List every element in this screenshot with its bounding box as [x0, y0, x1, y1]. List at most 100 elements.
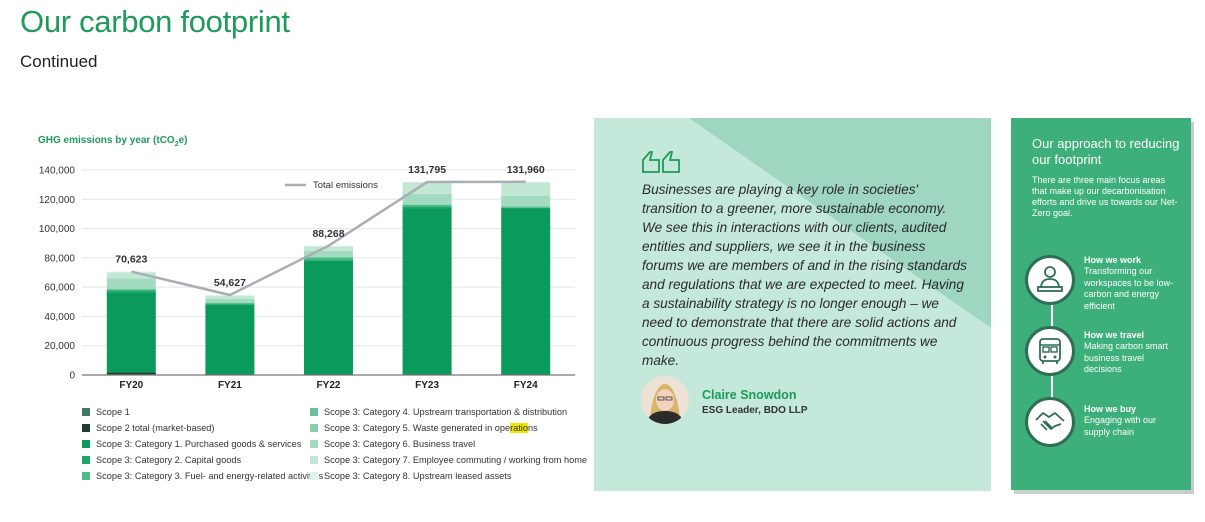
quote-marks-icon — [642, 151, 680, 173]
bar-segment — [205, 295, 255, 299]
legend-label: Scope 1 — [96, 407, 130, 417]
legend-swatch — [310, 440, 318, 448]
bar-segment — [106, 278, 156, 289]
total-data-label: 70,623 — [115, 254, 147, 266]
approach-description: There are three main focus areas that ma… — [1032, 175, 1178, 218]
quote-panel: Businesses are playing a key role in soc… — [594, 118, 991, 491]
bar-segment — [402, 182, 452, 194]
bar-segment — [106, 272, 156, 279]
legend-item-cat-8: Scope 3: Category 8. Upstream leased ass… — [310, 468, 587, 484]
y-tick-label: 80,000 — [44, 253, 75, 264]
legend-label: Scope 3: Category 2. Capital goods — [96, 455, 242, 465]
bar-segment — [304, 257, 353, 260]
bar-segment — [304, 250, 353, 257]
bar-segment — [205, 303, 255, 305]
legend-swatch — [310, 424, 318, 432]
person-role: ESG Leader, BDO LLP — [702, 405, 808, 416]
bar-segment — [304, 246, 353, 251]
legend-item-cat-2: Scope 3: Category 2. Capital goods — [82, 452, 323, 468]
x-tick-label: FY22 — [317, 380, 341, 391]
legend-label: Scope 3: Category 5. Waste generated in … — [324, 423, 538, 433]
focus-title-work: How we work — [1084, 255, 1142, 265]
bar-segment — [106, 290, 156, 293]
bar-segment — [304, 259, 353, 261]
focus-desc-work: Transforming our workspaces to be low-ca… — [1084, 266, 1174, 311]
total-data-label: 54,627 — [214, 277, 246, 289]
legend-swatch — [82, 424, 90, 432]
total-emissions-line — [131, 180, 526, 297]
page-subtitle: Continued — [20, 52, 98, 71]
legend-item-cat-7: Scope 3: Category 7. Employee commuting … — [310, 452, 587, 468]
y-tick-label: 100,000 — [39, 224, 76, 235]
x-tick-label: FY23 — [415, 380, 439, 391]
how-we-work-badge — [1025, 255, 1075, 305]
bar-segment — [501, 206, 551, 208]
bar-segment — [402, 206, 452, 209]
how-we-travel-badge — [1025, 326, 1075, 376]
y-tick-label: 20,000 — [44, 341, 75, 352]
bar-segment — [501, 208, 551, 375]
y-tick-label: 140,000 — [39, 166, 76, 177]
legend-label: Scope 3: Category 1. Purchased goods & s… — [96, 439, 302, 449]
x-tick-label: FY21 — [218, 380, 242, 391]
bar-segment — [205, 304, 255, 375]
bar-segment — [205, 302, 255, 304]
bus-icon — [1039, 338, 1061, 364]
person-at-desk-icon — [1037, 266, 1063, 292]
quote-text: Businesses are playing a key role in soc… — [642, 182, 967, 368]
bar-segment — [402, 193, 452, 205]
focus-title-buy: How we buy — [1084, 404, 1137, 414]
legend-label: Scope 3: Category 4. Upstream transporta… — [324, 407, 568, 417]
ghg-emissions-chart: 0 20,000 40,000 60,000 80,000 100,000 120,000 1… — [39, 164, 575, 391]
legend-item-cat-6: Scope 3: Category 6. Business travel — [310, 436, 587, 452]
y-tick-label: 0 — [69, 371, 75, 382]
legend-item-cat-3: Scope 3: Category 3. Fuel- and energy-re… — [82, 468, 323, 484]
y-tick-label: 120,000 — [39, 195, 76, 206]
y-tick-label: 60,000 — [44, 283, 75, 294]
legend-swatch — [310, 408, 318, 416]
legend-column-right: Scope 3: Category 4. Upstream transporta… — [310, 404, 587, 484]
panel-decoration — [689, 118, 991, 328]
bar-segment — [304, 260, 353, 375]
bar-segment — [205, 298, 255, 303]
bar-segment — [106, 372, 156, 375]
legend-item-cat-4: Scope 3: Category 4. Upstream transporta… — [310, 404, 587, 420]
focus-desc-travel: Making carbon smart business travel deci… — [1084, 341, 1169, 374]
approach-title: Our approach to reducing our footprint — [1032, 136, 1180, 167]
legend-swatch — [310, 472, 318, 480]
bar-segment — [501, 195, 551, 206]
legend-column-left: Scope 1 Scope 2 total (market-based) Sco… — [82, 404, 323, 484]
bar-segment — [501, 182, 551, 196]
page-title: Our carbon footprint — [20, 4, 290, 39]
total-data-label: 88,268 — [312, 228, 344, 240]
chart-title: GHG emissions by year (tCO2e) — [38, 135, 188, 148]
legend-swatch — [82, 472, 90, 480]
legend-item-scope-1: Scope 1 — [82, 404, 323, 420]
x-tick-label: FY24 — [514, 380, 538, 391]
handshake-icon — [1035, 412, 1065, 431]
legend-item-cat-5: Scope 3: Category 5. Waste generated in … — [310, 420, 587, 436]
legend-item-scope-2: Scope 2 total (market-based) — [82, 420, 323, 436]
total-data-label: 131,960 — [507, 164, 545, 176]
focus-title-travel: How we travel — [1084, 330, 1145, 340]
how-we-buy-badge — [1025, 397, 1075, 447]
legend-label: Scope 3: Category 6. Business travel — [324, 439, 476, 449]
bar-segment — [106, 289, 156, 291]
legend-label: Scope 3: Category 7. Employee commuting … — [324, 455, 587, 465]
bar-segment — [402, 204, 452, 207]
legend-label: Scope 2 total (market-based) — [96, 423, 215, 433]
legend-swatch — [82, 440, 90, 448]
legend-swatch — [310, 456, 318, 464]
total-data-label: 131,795 — [408, 164, 446, 176]
bar-segment — [106, 292, 156, 373]
legend-item-cat-1: Scope 3: Category 1. Purchased goods & s… — [82, 436, 323, 452]
legend-swatch — [82, 408, 90, 416]
x-tick-label: FY20 — [119, 380, 143, 391]
legend-swatch — [82, 456, 90, 464]
legend-label: Scope 3: Category 8. Upstream leased ass… — [324, 471, 512, 481]
person-name: Claire Snowdon — [702, 388, 797, 402]
focus-desc-buy: Engaging with our supply chain — [1084, 415, 1157, 437]
total-emissions-legend-label: Total emissions — [313, 180, 378, 191]
bar-segment — [402, 208, 452, 375]
approach-panel: Our approach to reducing our footprint T… — [1011, 118, 1191, 490]
